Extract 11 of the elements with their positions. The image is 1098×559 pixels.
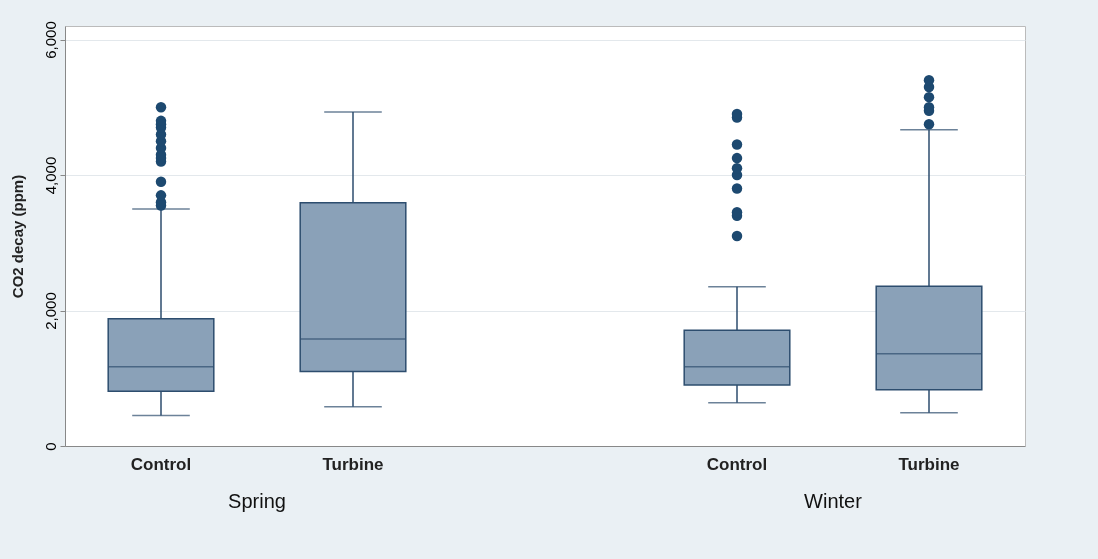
text: Spring bbox=[228, 490, 286, 512]
y-axis-title: CO2 decay (ppm) bbox=[8, 174, 26, 299]
x-tick-label: Control bbox=[130, 454, 192, 474]
y-tick-label: 0 bbox=[41, 442, 59, 451]
x-tick-label: Control bbox=[706, 454, 768, 474]
y-tick-label: 6,000 bbox=[41, 21, 59, 59]
text: Winter bbox=[804, 490, 863, 512]
x-tick-label: Turbine bbox=[322, 454, 384, 474]
x-tick-label: Turbine bbox=[898, 454, 960, 474]
y-tick-label: 4,000 bbox=[41, 156, 59, 195]
y-tick-label: 2,000 bbox=[41, 292, 59, 330]
